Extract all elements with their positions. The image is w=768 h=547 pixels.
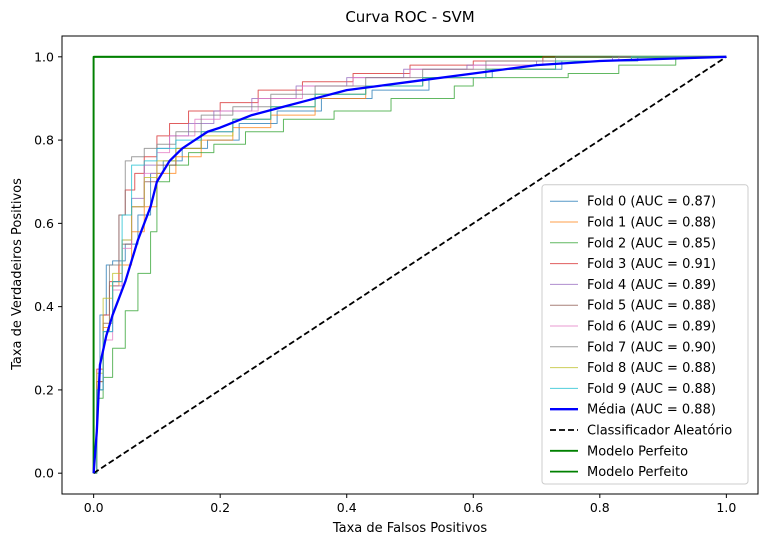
legend-entry-label: Fold 2 (AUC = 0.85) — [587, 236, 716, 251]
series-line-10 — [92, 55, 727, 474]
x-tick-label: 0.2 — [210, 500, 230, 515]
x-tick-label: 1.0 — [716, 500, 736, 515]
series-line-11 — [93, 56, 727, 474]
plot-area — [92, 55, 727, 474]
legend-entry-label: Fold 1 (AUC = 0.88) — [587, 216, 716, 231]
y-tick-label: 0.0 — [34, 466, 54, 481]
x-tick-label: 0.8 — [590, 500, 610, 515]
legend-entry-label: Modelo Perfeito — [587, 444, 688, 459]
y-tick-label: 0.2 — [34, 382, 54, 397]
legend-entry-label: Fold 9 (AUC = 0.88) — [587, 382, 716, 397]
legend-entry-label: Fold 0 (AUC = 0.87) — [587, 195, 716, 210]
y-tick-label: 1.0 — [34, 49, 54, 64]
legend-box — [541, 184, 749, 485]
y-axis-label: Taxa de Verdadeiros Positivos — [10, 178, 25, 371]
legend-entry-label: Fold 7 (AUC = 0.90) — [587, 340, 716, 355]
x-axis-label: Taxa de Falsos Positivos — [332, 521, 487, 536]
series-line-2 — [93, 56, 727, 474]
x-tick-label: 0.6 — [463, 500, 483, 515]
axes: 0.0 0.2 0.4 0.6 0.8 1.0 0.0 0.2 0.4 0.6 0.8 1.0 — [34, 35, 759, 515]
chart-title: Curva ROC - SVM — [345, 8, 474, 26]
legend-entry-label: Modelo Perfeito — [587, 465, 688, 480]
legend-entry-label: Fold 4 (AUC = 0.89) — [587, 278, 716, 293]
legend-entry-label: Fold 5 (AUC = 0.88) — [587, 299, 716, 314]
series-line-7 — [93, 56, 727, 474]
series-line-13 — [92, 55, 727, 474]
x-tick-label: 0.0 — [84, 500, 104, 515]
legend-entry-label: Média (AUC = 0.88) — [587, 403, 716, 418]
y-tick-label: 0.4 — [34, 299, 54, 314]
plot-frame — [61, 35, 759, 495]
y-tick-label: 0.8 — [34, 133, 54, 148]
legend-entry-label: Fold 6 (AUC = 0.89) — [587, 320, 716, 335]
legend-entry-label: Classificador Aleatório — [587, 424, 732, 439]
legend-entry-label: Fold 8 (AUC = 0.88) — [587, 361, 716, 376]
legend: Fold 0 (AUC = 0.87) Fold 1 (AUC = 0.88) Fo… — [541, 184, 749, 485]
y-tick-label: 0.6 — [34, 216, 54, 231]
legend-entry-label: Fold 3 (AUC = 0.91) — [587, 257, 716, 272]
x-tick-label: 0.4 — [337, 500, 357, 515]
